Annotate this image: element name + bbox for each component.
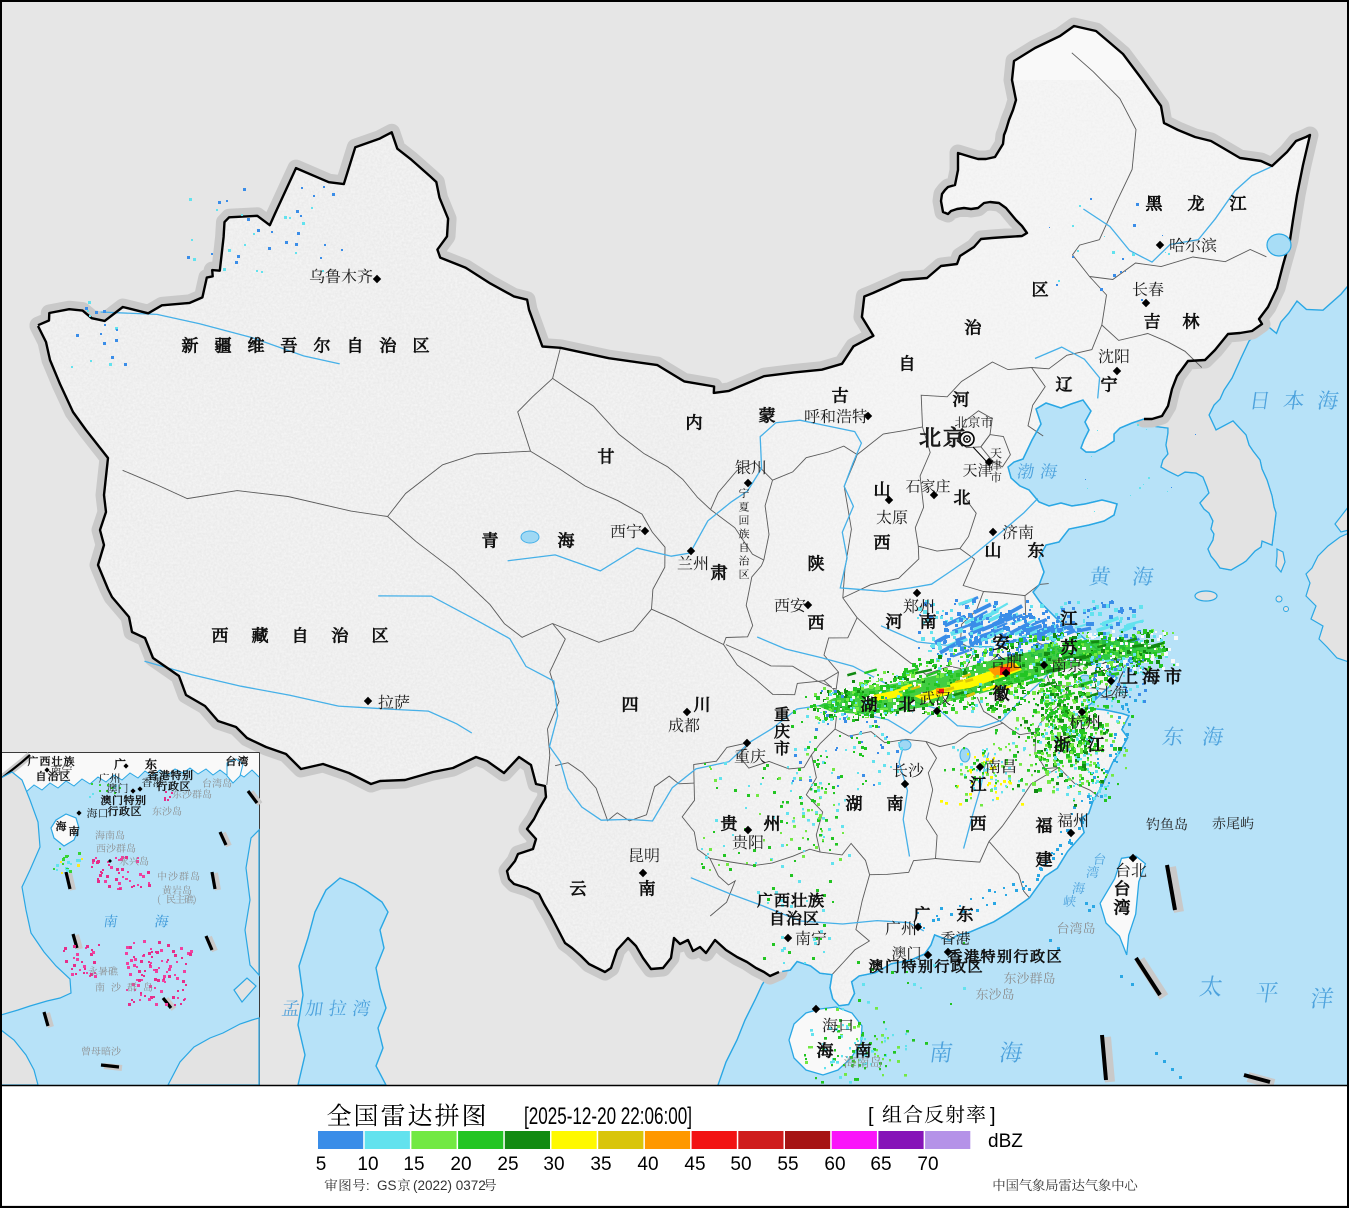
svg-text:[2025-12-20 22:06:00]: [2025-12-20 22:06:00] — [524, 1103, 692, 1130]
svg-text:10: 10 — [357, 1154, 378, 1175]
svg-text:dBZ: dBZ — [988, 1131, 1023, 1152]
svg-text:60: 60 — [824, 1154, 845, 1175]
svg-text:30: 30 — [543, 1154, 564, 1175]
svg-text:50: 50 — [730, 1154, 751, 1175]
svg-text:25: 25 — [497, 1154, 518, 1175]
svg-text:[: [ — [868, 1105, 874, 1127]
svg-text:45: 45 — [684, 1154, 705, 1175]
svg-text::: : — [366, 1178, 370, 1193]
svg-text:55: 55 — [777, 1154, 798, 1175]
svg-text:70: 70 — [917, 1154, 938, 1175]
svg-text:]: ] — [990, 1105, 996, 1127]
svg-text:35: 35 — [590, 1154, 611, 1175]
svg-text:GS: GS — [377, 1178, 397, 1193]
svg-text:5: 5 — [316, 1154, 327, 1175]
svg-text:15: 15 — [403, 1154, 424, 1175]
svg-text:20: 20 — [450, 1154, 471, 1175]
svg-text:40: 40 — [637, 1154, 658, 1175]
svg-text:(2022) 0372: (2022) 0372 — [413, 1178, 486, 1193]
svg-text:65: 65 — [870, 1154, 891, 1175]
